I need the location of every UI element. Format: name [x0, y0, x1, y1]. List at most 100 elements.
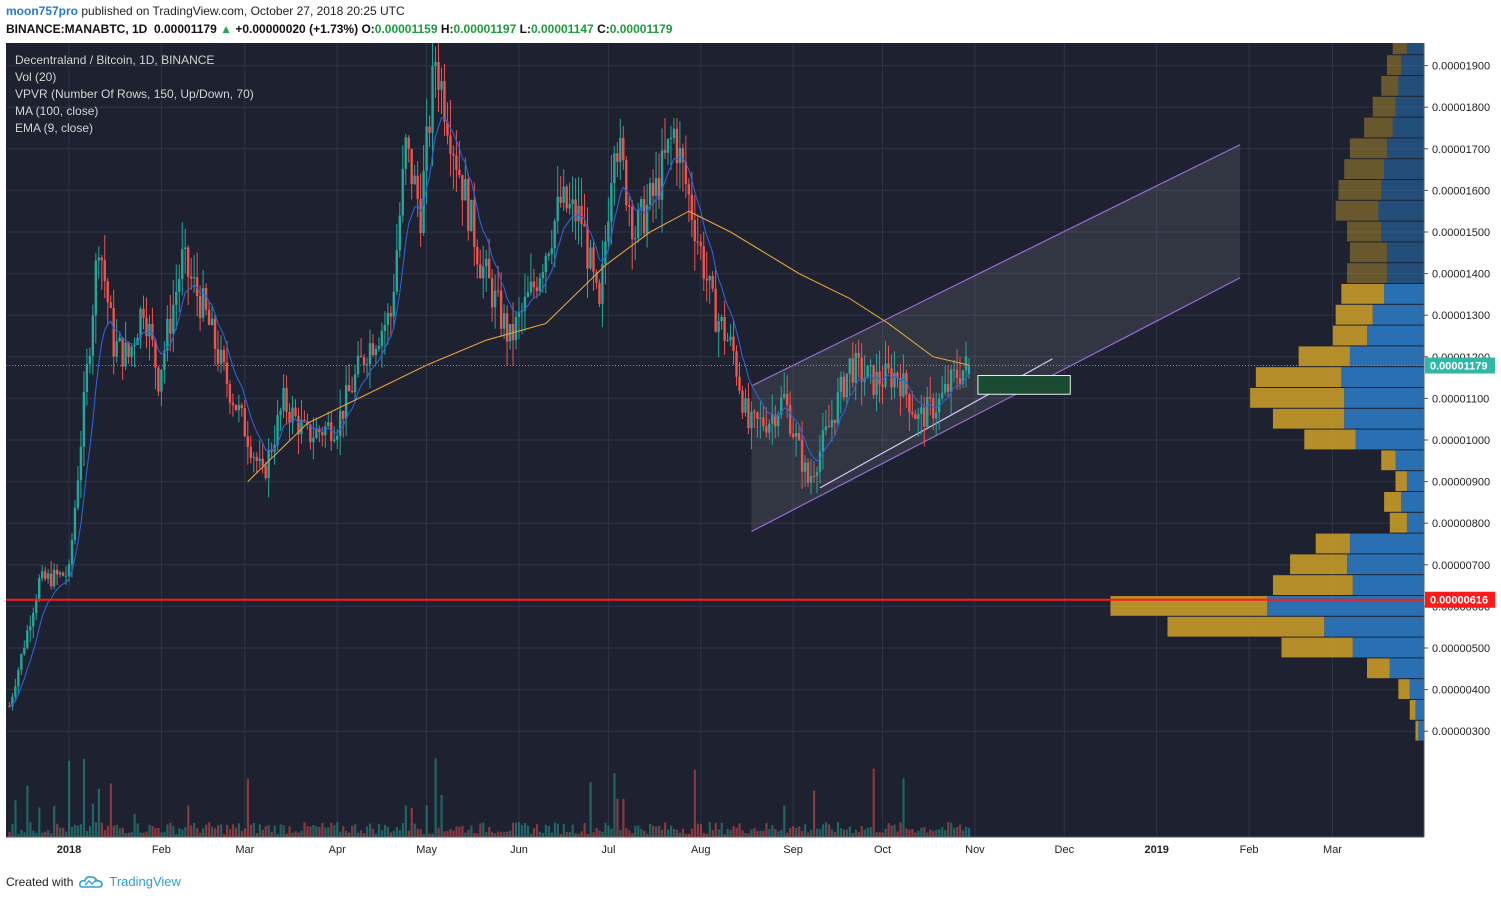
volume-bar — [297, 832, 300, 837]
y-tick-label: 0.00001300 — [1432, 310, 1490, 322]
volume-bar — [631, 833, 634, 837]
vp-bar-down — [1298, 346, 1350, 367]
y-tick-label: 0.00000400 — [1432, 685, 1490, 697]
vp-bar-up — [1384, 284, 1424, 304]
volume-bar — [416, 828, 419, 837]
volume-bar — [520, 825, 524, 837]
channel-lower-line — [751, 277, 1241, 533]
volume-bar — [330, 822, 333, 837]
volume-bar — [869, 827, 872, 837]
candle-body — [926, 397, 929, 427]
volume-bar — [476, 833, 479, 837]
vp-bar-down — [1347, 221, 1382, 242]
legend-title[interactable]: Decentraland / Bitcoin, 1D, BINANCE — [15, 53, 215, 67]
candle-body — [780, 397, 783, 415]
volume-bar — [17, 833, 20, 837]
volume-bar — [225, 824, 229, 837]
candle-body — [529, 281, 533, 293]
volume-bar — [568, 831, 571, 837]
volume-bar — [240, 831, 244, 837]
chart-panel[interactable]: 0.000021000.000020000.000019000.00001800… — [6, 43, 1495, 862]
candle-body — [103, 260, 106, 282]
volume-bar — [684, 833, 688, 837]
volume-bar — [56, 823, 59, 837]
candle-body — [774, 414, 777, 427]
candle-body — [347, 385, 351, 392]
candle-body — [541, 272, 545, 279]
volume-bar — [643, 830, 646, 837]
candle-body — [145, 317, 148, 337]
vp-bar-up — [1386, 263, 1424, 283]
candle-body — [172, 304, 175, 334]
tradingview-link[interactable]: TradingView — [109, 874, 181, 889]
volume-bar — [383, 824, 387, 837]
candle-body — [222, 349, 226, 363]
volume-bar — [97, 788, 100, 837]
candle-body — [464, 179, 467, 201]
legend-ma[interactable]: MA (100, close) — [15, 104, 99, 118]
candle-body — [267, 449, 270, 479]
channel-fill — [751, 144, 1241, 532]
volume-bar — [830, 829, 834, 837]
candle-body — [255, 456, 258, 462]
volume-bar — [172, 826, 175, 837]
vp-bar-up — [1344, 408, 1424, 429]
vp-bar-down — [1250, 388, 1345, 408]
candle-body — [741, 390, 744, 413]
candle-body — [657, 178, 661, 200]
volume-bar — [35, 832, 38, 837]
candle-body — [88, 355, 92, 365]
volume-bar — [91, 803, 95, 837]
legend-vpvr[interactable]: VPVR (Number Of Rows, 150, Up/Down, 70) — [15, 87, 254, 101]
candle-body — [473, 199, 476, 247]
candle-body — [681, 148, 685, 163]
x-axis: 2018 Feb Mar Apr May Jun Jul Aug Sep Oct Nov Dec 201… — [57, 43, 1342, 856]
legend-vol[interactable]: Vol (20) — [15, 70, 57, 84]
legend-ema[interactable]: EMA (9, close) — [15, 121, 94, 135]
candle-body — [684, 162, 688, 185]
candle-body — [553, 220, 556, 249]
volume-bar — [29, 822, 32, 837]
y-tick-label: 0.00000500 — [1432, 643, 1490, 655]
volume-bar — [845, 829, 848, 837]
volume-bar — [217, 825, 220, 837]
candle-body — [318, 428, 321, 432]
vp-bar-up — [1367, 325, 1424, 346]
candle-body — [580, 205, 583, 225]
candle-body — [565, 186, 568, 209]
candle-body — [768, 423, 771, 433]
author-link[interactable]: moon757pro — [6, 4, 79, 18]
volume-bar — [410, 807, 413, 837]
candle-body — [94, 260, 98, 316]
vp-bar-down — [1335, 304, 1373, 325]
volume-bar — [306, 826, 309, 837]
candle-body — [279, 410, 282, 416]
volume-bar — [38, 807, 41, 837]
volume-bar — [956, 826, 959, 837]
volume-bar — [354, 824, 357, 837]
volume-bar — [327, 827, 330, 837]
vp-bar-up — [1418, 720, 1424, 741]
candle-body — [952, 369, 956, 371]
candle-body — [601, 263, 604, 304]
volume-bar — [917, 830, 920, 837]
volume-bar — [178, 828, 181, 837]
candle-body — [40, 571, 44, 579]
candle-body — [148, 323, 151, 337]
volume-bar — [923, 827, 926, 837]
volume-bar — [616, 798, 619, 837]
candle-body — [756, 412, 759, 419]
volume-bar — [753, 827, 756, 837]
volume-bar — [222, 833, 226, 837]
candle-body — [723, 316, 726, 341]
vp-bar-up — [1381, 221, 1424, 242]
candle-body — [100, 257, 103, 261]
publish-text: published on TradingView.com, October 27… — [81, 4, 405, 18]
candle-body — [440, 80, 443, 90]
price-chart[interactable]: 0.000021000.000020000.000019000.00001800… — [6, 43, 1495, 862]
candle-body — [538, 278, 542, 292]
tradingview-logo-icon[interactable] — [79, 875, 104, 889]
candle-body — [169, 319, 172, 334]
candle-body — [777, 414, 780, 427]
candle-body — [902, 373, 905, 397]
